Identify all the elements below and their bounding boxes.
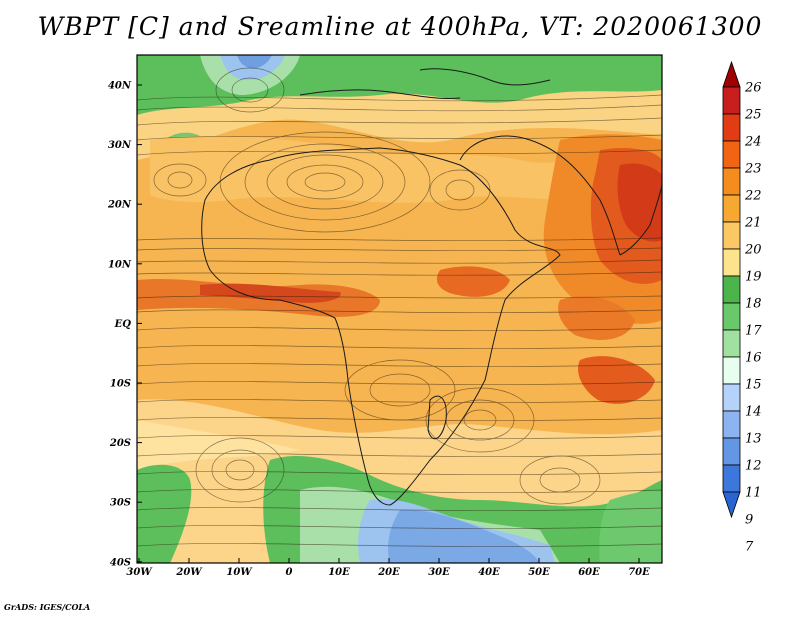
lon-tick-label: 30E <box>428 567 450 578</box>
colorbar-label: 21 <box>744 216 762 231</box>
colorbar-swatch <box>722 113 741 142</box>
colorbar-swatch <box>722 167 741 196</box>
lon-tick-label: 70E <box>628 567 650 578</box>
lat-tick-label: 40N <box>108 81 132 92</box>
lon-tick-label: 20W <box>175 567 203 578</box>
colorbar-label: 7 <box>745 540 754 555</box>
map-title: WBPT [C] and Sreamline at 400hPa, VT: 20… <box>37 12 763 41</box>
lat-tick-label: 40S <box>110 557 131 568</box>
colorbar-swatch <box>722 194 741 223</box>
map-frame <box>136 54 663 564</box>
colorbar-swatch <box>722 221 741 250</box>
lon-tick-label: 0 <box>286 567 293 578</box>
colorbar-label: 19 <box>745 270 762 285</box>
colorbar-label: 9 <box>745 513 753 528</box>
colorbar-label: 12 <box>745 459 762 474</box>
lat-tick-label: 10S <box>110 379 131 390</box>
colorbar-swatch <box>722 248 741 277</box>
colorbar-swatch <box>722 140 741 169</box>
colorbar-swatch <box>722 275 741 304</box>
lon-tick-label: 30W <box>126 567 153 578</box>
lat-axis: 40N 30N 20N 10N EQ 10S 20S 30S 40S <box>107 81 142 568</box>
colorbar-swatch <box>722 302 741 331</box>
lat-tick-label: EQ <box>114 319 132 330</box>
lat-tick-label: 20S <box>109 438 131 449</box>
lon-tick-label: 60E <box>578 567 600 578</box>
lat-tick-label: 10N <box>108 259 132 270</box>
colorbar-swatch <box>722 437 741 466</box>
colorbar-min-arrow <box>722 491 741 519</box>
lon-tick-label: 10E <box>328 567 350 578</box>
lon-axis: 30W 20W 10W 0 10E 20E 30E 40E 50E 60E 70E <box>126 558 650 578</box>
lon-tick-label: 10W <box>226 567 253 578</box>
colorbar-max-arrow <box>722 60 741 88</box>
colorbar-swatch <box>722 86 741 115</box>
colorbar-swatch <box>722 383 741 412</box>
colorbar-swatch <box>722 410 741 439</box>
lon-tick-label: 50E <box>528 567 550 578</box>
colorbar-label: 15 <box>745 378 762 393</box>
map-plot-area <box>137 55 662 563</box>
colorbar-swatch <box>722 464 741 493</box>
colorbar-label: 13 <box>745 432 762 447</box>
lat-tick-label: 30N <box>108 140 132 151</box>
colorbar-label: 11 <box>745 486 762 501</box>
colorbar-label: 20 <box>744 243 762 258</box>
lat-tick-label: 30S <box>110 498 131 509</box>
lat-tick-label: 20N <box>107 200 132 211</box>
colorbar-label: 22 <box>744 189 762 204</box>
colorbar: 26 25 24 23 22 21 20 19 18 17 16 15 14 13 12 11 9 7 <box>722 60 762 555</box>
colorbar-swatch <box>722 329 741 358</box>
colorbar-swatch <box>722 356 741 385</box>
colorbar-label: 23 <box>744 162 762 177</box>
credit-text: GrADS: IGES/COLA <box>4 602 91 612</box>
streamlines <box>137 67 662 547</box>
lon-tick-label: 20E <box>377 567 400 578</box>
colorbar-label: 26 <box>744 81 762 96</box>
colorbar-label: 14 <box>745 405 762 420</box>
colorbar-label: 16 <box>745 351 762 366</box>
colorbar-label: 18 <box>745 297 762 312</box>
colorbar-label: 17 <box>745 324 762 339</box>
colorbar-label: 24 <box>744 135 762 150</box>
colorbar-label: 25 <box>744 108 762 123</box>
coastlines <box>201 68 662 506</box>
lon-tick-label: 40E <box>478 567 500 578</box>
